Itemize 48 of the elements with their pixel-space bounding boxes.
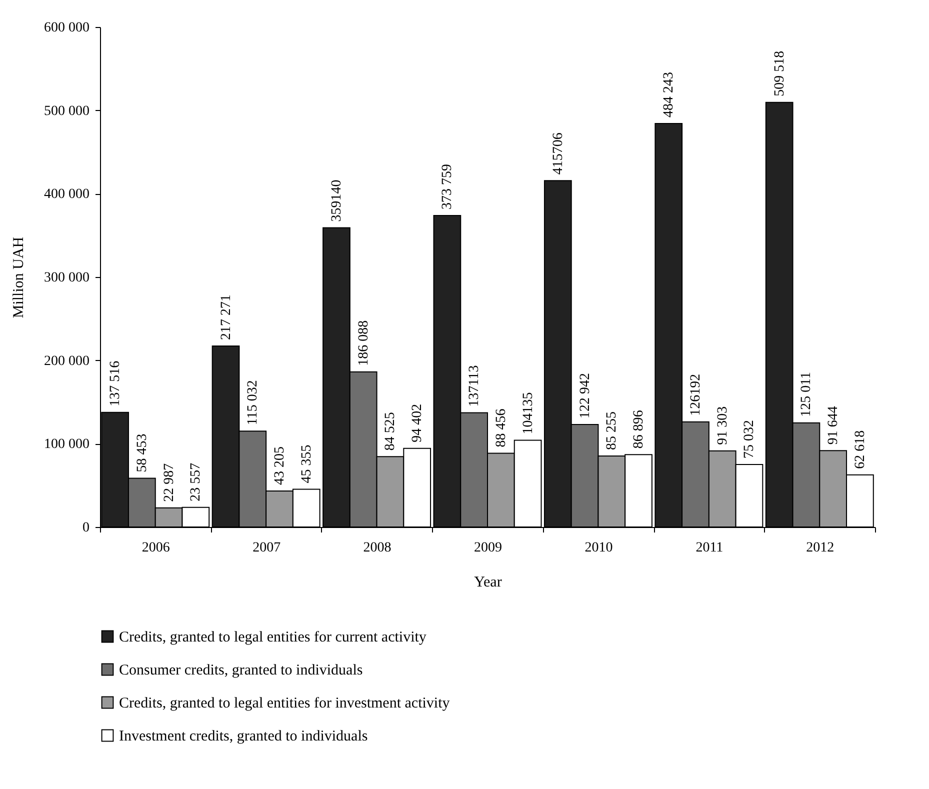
y-tick-label: 0	[82, 520, 90, 536]
data-label: 91 644	[826, 406, 842, 445]
x-tick-label: 2006	[142, 540, 170, 556]
y-tick-label: 500 000	[44, 104, 90, 119]
data-label: 23 557	[188, 462, 204, 502]
data-label: 22 987	[162, 463, 177, 502]
data-label: 126192	[688, 374, 704, 416]
y-axis-title: Million UAH	[11, 236, 27, 318]
data-label: 86 896	[632, 410, 647, 449]
data-label: 45 355	[299, 444, 314, 484]
legend-label: Consumer credits, granted to individuals	[119, 662, 363, 678]
y-tick-label: 100 000	[44, 437, 90, 452]
data-label: 484 243	[662, 72, 677, 118]
data-label: 359140	[329, 180, 344, 222]
data-label: 94 402	[410, 404, 426, 442]
y-tick-label: 200 000	[44, 354, 90, 369]
data-label: 104135	[520, 392, 536, 434]
data-label: 85 255	[604, 411, 620, 450]
data-label: 137113	[467, 365, 482, 407]
legend-label: Investment credits, granted to individuals	[119, 728, 368, 744]
data-label: 373 759	[440, 164, 456, 210]
data-label: 88 456	[494, 408, 509, 448]
data-label: 217 271	[218, 294, 234, 340]
y-tick-label: 300 000	[44, 270, 90, 286]
data-label: 509 518	[772, 50, 788, 96]
data-label: 122 942	[578, 373, 593, 419]
data-label: 75 032	[742, 420, 758, 458]
x-tick-label: 2010	[584, 540, 613, 556]
data-label: 84 525	[383, 412, 398, 451]
x-tick-label: 2009	[474, 540, 502, 556]
data-label: 58 453	[134, 434, 150, 472]
data-label: 62 618	[852, 430, 868, 469]
legend-label: Credits, granted to legal entities for investment activity	[119, 696, 450, 712]
data-label: 186 088	[356, 320, 372, 366]
data-label: 91 303	[715, 406, 730, 445]
data-label: 137 516	[108, 360, 124, 406]
data-label: 115 032	[246, 380, 261, 426]
x-tick-label: 2007	[252, 540, 281, 556]
legend-label: Credits, granted to legal entities for current activity	[119, 630, 427, 646]
x-axis-title: Year	[474, 574, 502, 590]
data-label: 415706	[550, 132, 566, 175]
data-label: 125 011	[799, 372, 814, 417]
x-tick-label: 2012	[806, 540, 834, 556]
x-tick-label: 2008	[363, 540, 392, 556]
y-tick-label: 400 000	[44, 187, 90, 202]
x-tick-label: 2011	[696, 540, 724, 556]
data-label: 43 205	[272, 446, 288, 485]
y-tick-label: 600 000	[44, 20, 90, 36]
